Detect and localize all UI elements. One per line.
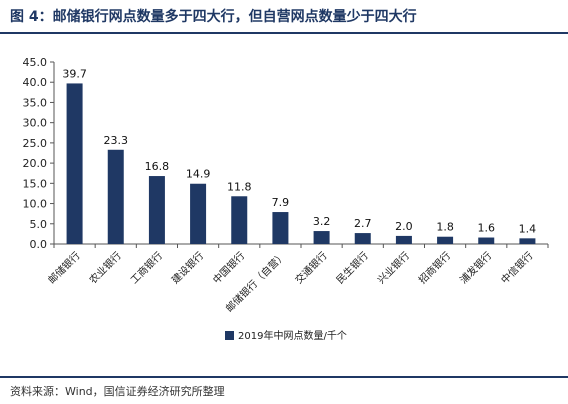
bar xyxy=(519,238,536,244)
category-label: 农业银行 xyxy=(86,249,123,286)
category-label: 建设银行 xyxy=(169,249,206,286)
y-tick-label: 0.0 xyxy=(30,238,48,251)
legend-label: 2019年中网点数量/千个 xyxy=(238,329,347,342)
figure-title: 图 4：邮储银行网点数量多于四大行，但自营网点数量少于四大行 xyxy=(10,9,417,25)
data-label: 39.7 xyxy=(62,67,87,80)
data-label: 1.8 xyxy=(436,221,454,234)
category-label: 邮储银行 xyxy=(45,249,82,286)
y-tick-label: 20.0 xyxy=(23,157,48,170)
bar xyxy=(231,196,248,244)
y-tick-label: 10.0 xyxy=(23,198,48,211)
bar xyxy=(437,236,454,244)
y-tick-label: 40.0 xyxy=(23,76,48,89)
category-label: 交通银行 xyxy=(292,249,329,286)
bar xyxy=(354,233,371,244)
bar xyxy=(148,176,165,244)
category-label: 招商银行 xyxy=(416,249,453,286)
y-tick-label: 15.0 xyxy=(23,177,48,190)
data-label: 2.0 xyxy=(395,220,413,233)
bar xyxy=(107,149,124,244)
data-label: 23.3 xyxy=(104,134,129,147)
category-label: 兴业银行 xyxy=(375,249,412,286)
category-label: 民生银行 xyxy=(333,249,370,286)
bar xyxy=(395,235,412,244)
bar xyxy=(190,183,207,244)
data-label: 3.2 xyxy=(313,215,331,228)
bar-chart: 0.0 5.0 10.0 15.0 20.0 25.0 30.0 35.0 40.0 45.0 39… xyxy=(23,56,549,342)
data-label: 14.9 xyxy=(186,168,211,181)
y-tick-label: 30.0 xyxy=(23,117,48,130)
y-tick-label: 35.0 xyxy=(23,96,48,109)
bar xyxy=(478,237,495,244)
data-label: 2.7 xyxy=(354,217,372,230)
data-label: 1.6 xyxy=(478,222,496,235)
data-label: 11.8 xyxy=(227,180,252,193)
data-label: 7.9 xyxy=(272,196,290,209)
y-tick-label: 5.0 xyxy=(30,218,48,231)
y-tick-label: 25.0 xyxy=(23,137,48,150)
category-label: 工商银行 xyxy=(128,249,165,286)
top-rule xyxy=(0,32,568,34)
bar xyxy=(66,83,83,245)
y-tick-label: 45.0 xyxy=(23,56,48,69)
category-label: 中国银行 xyxy=(210,249,247,286)
bottom-rule xyxy=(0,376,568,378)
bar xyxy=(272,212,289,244)
category-label: 中信银行 xyxy=(498,249,535,286)
category-label: 浦发银行 xyxy=(457,249,494,286)
source-note: 资料来源：Wind，国信证券经济研究所整理 xyxy=(10,385,225,398)
data-label: 1.4 xyxy=(519,222,537,235)
data-label: 16.8 xyxy=(145,160,170,173)
legend-swatch xyxy=(225,331,234,340)
bar xyxy=(313,231,330,244)
